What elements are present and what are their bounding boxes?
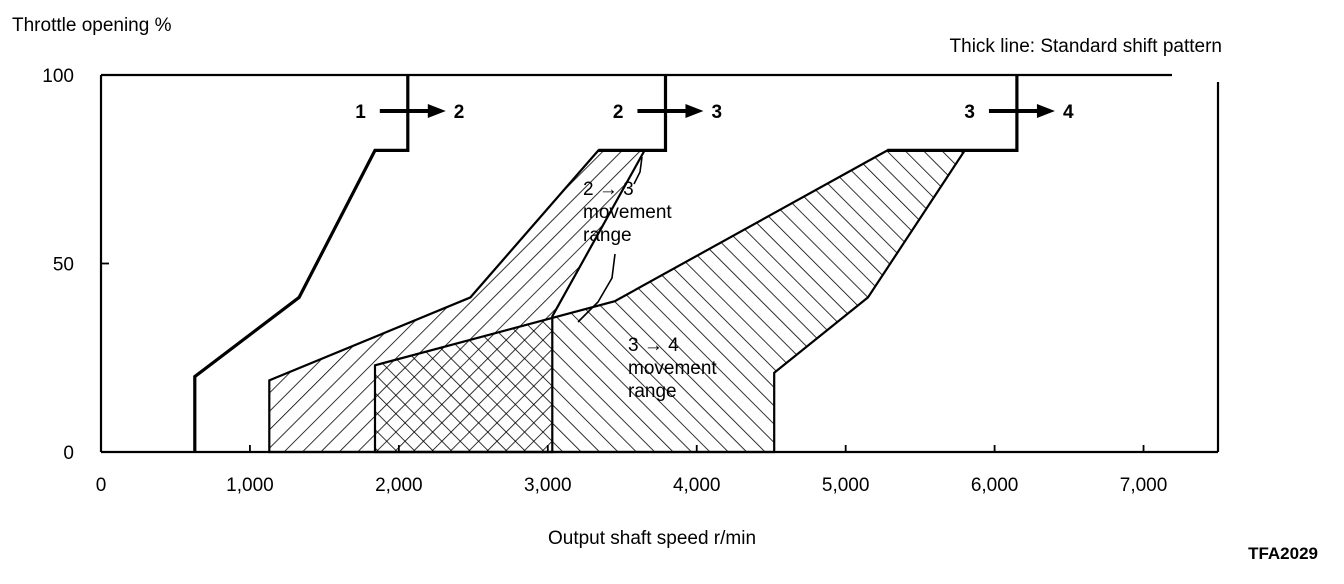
shift-arrow-head: [1036, 104, 1055, 118]
region-label-line: 3 → 4: [628, 335, 679, 356]
region-label-line: movement: [583, 202, 672, 223]
shift-arrow-head: [427, 104, 446, 118]
shift-from-gear: 1: [355, 102, 366, 123]
x-tick-label: 5,000: [822, 475, 870, 496]
figure-code: TFA2029: [1248, 544, 1318, 563]
region-label-2-3: 2 → 3 movement range: [583, 179, 672, 246]
region-leader-line: [633, 156, 643, 185]
legend-note: Thick line: Standard shift pattern: [950, 36, 1222, 57]
x-tick-label: 1,000: [226, 475, 274, 496]
x-tick-label: 4,000: [673, 475, 721, 496]
shift-to-gear: 2: [454, 102, 465, 123]
region-leader-line: [577, 253, 616, 323]
x-tick-label: 3,000: [524, 475, 572, 496]
shift-line-3-4: [887, 75, 1019, 152]
x-axis-label: Output shaft speed r/min: [548, 528, 756, 549]
shift-to-gear: 4: [1063, 102, 1074, 123]
x-tick-label: 7,000: [1120, 475, 1168, 496]
x-tick-label: 0: [96, 475, 107, 496]
shift-arrow-head: [685, 104, 704, 118]
y-tick-label: 0: [63, 443, 74, 464]
regions-layer: [268, 149, 967, 454]
region-label-line: 2 → 3: [583, 179, 634, 200]
shift-to-gear: 3: [711, 102, 722, 123]
y-axis-label: Throttle opening %: [12, 15, 172, 36]
region-label-line: movement: [628, 358, 717, 379]
shift-from-gear: 2: [613, 102, 624, 123]
region-label-3-4: 3 → 4 movement range: [628, 335, 717, 402]
x-tick-label: 2,000: [375, 475, 423, 496]
y-tick-label: 50: [53, 255, 74, 276]
shift-line-1-2: [193, 75, 410, 452]
region-label-line: range: [583, 225, 632, 246]
ticks-layer: 0 1,000 2,000 3,000 4,000 5,000 6,000 7,000 0 50 1…: [42, 66, 1167, 496]
x-tick-label: 6,000: [971, 475, 1019, 496]
series-layer: [193, 75, 1019, 452]
shift-line-2-3: [598, 75, 668, 152]
y-tick-label: 100: [42, 66, 74, 87]
shift-from-gear: 3: [964, 102, 975, 123]
region-label-line: range: [628, 381, 677, 402]
